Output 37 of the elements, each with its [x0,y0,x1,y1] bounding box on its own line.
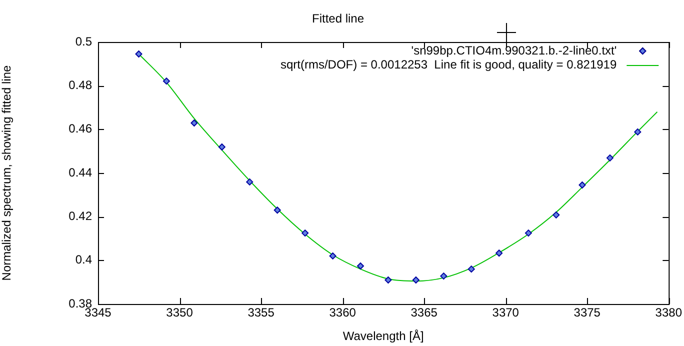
point [524,230,532,237]
x-tick-label: 3355 [248,306,275,320]
point [246,178,254,186]
point [412,276,420,284]
x-tick-label: 3365 [410,306,438,320]
point [578,182,586,189]
chart-title: Fitted line [312,12,364,26]
y-axis-title: Normalized spectrum, showing fitted line [0,64,14,281]
y-tick-label: 0.46 [68,122,92,136]
point [135,50,142,58]
y-tick-label: 0.48 [68,78,92,92]
point [440,272,448,280]
point [606,154,614,162]
y-tick-label: 0.4 [75,252,92,267]
x-tick-label: 3370 [492,306,520,320]
y-tick-label: 0.5 [75,34,92,48]
point [468,266,475,273]
point [496,250,503,257]
point [302,230,309,237]
x-tick-label: 3380 [655,306,682,320]
point [162,78,170,85]
point [384,276,392,284]
legend-label: 'sn99bp.CTIO4m.990321.b.-2-line0.txt' [411,43,617,58]
point [190,120,198,126]
point [634,128,642,136]
point [357,262,364,270]
x-axis-title: Wavelength [Å] [342,329,424,344]
x-tick-label: 3360 [329,306,356,320]
y-tick-label: 0.44 [68,165,92,180]
point [274,206,281,214]
point [218,144,226,151]
x-tick-label: 3375 [574,306,601,320]
x-tick-label: 3350 [166,306,194,320]
legend-label: sqrt(rms/DOF) = 0.0012253 Line fit is good, quality = 0.821919 [280,57,617,72]
point [329,252,336,260]
y-tick-label: 0.42 [68,208,92,223]
point [552,211,560,218]
